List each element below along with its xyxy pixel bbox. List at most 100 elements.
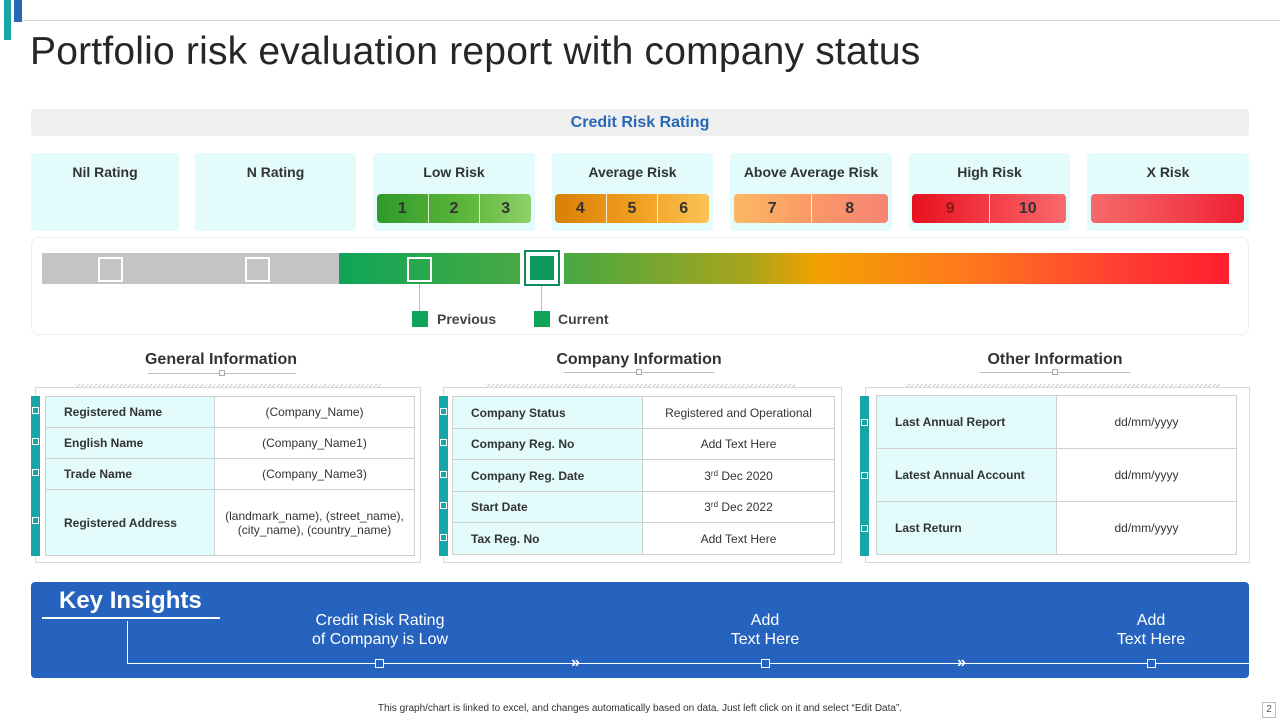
timeline-node — [375, 659, 384, 668]
strip-dot — [440, 439, 447, 446]
risk-level-5: 5 — [605, 194, 658, 223]
rating-card-n: N Rating — [195, 153, 356, 231]
risk-level-1: 1 — [397, 200, 407, 217]
table-row: Latest Annual Account dd/mm/yyyy — [876, 448, 1237, 502]
strip-dot — [440, 408, 447, 415]
row-label: Registered Address — [45, 489, 215, 556]
table-row: Company Status Registered and Operationa… — [452, 396, 835, 429]
row-value: dd/mm/yyyy — [1056, 448, 1237, 502]
insight-1-text: Credit Risk Rating of Company is Low — [311, 612, 449, 648]
row-label: Company Reg. No — [452, 428, 643, 460]
risk-level-2: 2 — [427, 194, 480, 223]
low-risk-scale: 1 2 3 — [377, 194, 531, 223]
gauge-marker-previous — [407, 257, 432, 282]
accent-bar-teal — [4, 0, 11, 40]
table-row: English Name (Company_Name1) — [45, 427, 415, 459]
strip-dot — [32, 407, 39, 414]
timeline-line — [127, 663, 1249, 664]
row-value: (Company_Name3) — [214, 458, 415, 490]
row-label: Start Date — [452, 491, 643, 523]
row-label: Last Annual Report — [876, 395, 1057, 449]
page-title: Portfolio risk evaluation report with co… — [30, 30, 921, 73]
strip-dot — [861, 525, 868, 532]
rating-card-nil: Nil Rating — [31, 153, 179, 231]
row-label: Last Return — [876, 501, 1057, 555]
row-value: Add Text Here — [642, 428, 835, 460]
row-value: Add Text Here — [642, 522, 835, 555]
rating-card-title: X Risk — [1146, 164, 1190, 180]
table-row: Trade Name (Company_Name3) — [45, 458, 415, 490]
row-label: Trade Name — [45, 458, 215, 490]
table-row: Company Reg. No Add Text Here — [452, 428, 835, 460]
strip-dot — [32, 517, 39, 524]
risk-level-7: 7 — [767, 200, 777, 217]
other-information-title: Other Information — [987, 351, 1123, 368]
timeline-node — [1147, 659, 1156, 668]
section-underline-knot — [636, 369, 642, 375]
hatch-decoration — [75, 384, 381, 388]
gauge-marker-n — [245, 257, 270, 282]
table-row: Registered Name (Company_Name) — [45, 396, 415, 428]
row-label: Latest Annual Account — [876, 448, 1057, 502]
risk-level-9: 9 — [945, 200, 955, 217]
rating-card-title: Low Risk — [423, 164, 485, 180]
high-risk-scale: 9 10 — [912, 194, 1066, 223]
rating-card-high-risk: High Risk 9 10 — [909, 153, 1070, 231]
row-label: Tax Reg. No — [452, 522, 643, 555]
general-information-title: General Information — [144, 351, 298, 368]
rating-card-title: Nil Rating — [72, 164, 138, 180]
rating-card-title: High Risk — [957, 164, 1022, 180]
key-insights-title: Key Insights — [59, 587, 202, 614]
table-row: Last Annual Report dd/mm/yyyy — [876, 395, 1237, 449]
table-row: Tax Reg. No Add Text Here — [452, 522, 835, 555]
credit-risk-rating-header: Credit Risk Rating — [31, 109, 1249, 136]
previous-connector-line — [419, 284, 420, 311]
company-information-table: Company Status Registered and Operationa… — [452, 396, 835, 555]
general-information-table: Registered Name (Company_Name) English N… — [45, 396, 415, 556]
row-value: Registered and Operational — [642, 396, 835, 429]
gauge-segment-risk-gradient — [564, 253, 1229, 284]
row-value: (Company_Name1) — [214, 427, 415, 459]
hatch-decoration — [485, 384, 795, 388]
gauge-marker-nil — [98, 257, 123, 282]
key-insights-title-underline — [42, 617, 220, 619]
row-label: English Name — [45, 427, 215, 459]
header-divider — [22, 20, 1280, 21]
table-row: Last Return dd/mm/yyyy — [876, 501, 1237, 555]
x-risk-scale — [1091, 194, 1244, 223]
average-risk-scale: 4 5 6 — [555, 194, 709, 223]
risk-level-4: 4 — [575, 200, 585, 217]
row-value: (Company_Name) — [214, 396, 415, 428]
row-value: 3rd Dec 2022 — [642, 491, 835, 523]
risk-level-6: 6 — [657, 194, 709, 223]
rating-card-title: N Rating — [246, 164, 305, 180]
risk-level-8: 8 — [810, 194, 889, 223]
section-underline-knot — [219, 370, 225, 376]
strip-dot — [861, 419, 868, 426]
insight-2-text: Add Text Here — [730, 612, 800, 648]
rating-card-average-risk: Average Risk 4 5 6 — [552, 153, 713, 231]
timeline-node — [761, 659, 770, 668]
page-number: 2 — [1262, 702, 1276, 718]
hatch-decoration — [905, 384, 1221, 388]
rating-card-x-risk: X Risk — [1087, 153, 1249, 231]
company-information-strip — [439, 396, 448, 556]
strip-dot — [32, 438, 39, 445]
accent-bar-blue — [14, 0, 22, 22]
rating-card-above-average-risk: Above Average Risk 7 8 — [730, 153, 892, 231]
strip-dot — [440, 471, 447, 478]
legend-current-swatch — [534, 311, 550, 327]
risk-level-10: 10 — [988, 194, 1067, 223]
row-label: Company Status — [452, 396, 643, 429]
strip-dot — [440, 502, 447, 509]
above-average-risk-scale: 7 8 — [734, 194, 888, 223]
rating-card-title: Above Average Risk — [743, 164, 879, 180]
risk-gauge-panel — [31, 237, 1249, 335]
general-information-strip — [31, 396, 40, 556]
other-information-table: Last Annual Report dd/mm/yyyy Latest Ann… — [876, 395, 1237, 555]
row-label: Registered Name — [45, 396, 215, 428]
table-row: Company Reg. Date 3rd Dec 2020 — [452, 459, 835, 492]
table-row: Start Date 3rd Dec 2022 — [452, 491, 835, 523]
legend-previous-label: Previous — [437, 311, 497, 327]
strip-dot — [32, 469, 39, 476]
